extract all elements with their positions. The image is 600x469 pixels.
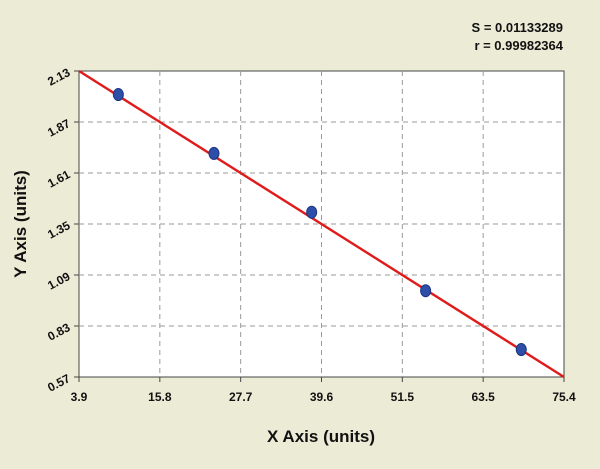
fit-line-group bbox=[78, 69, 565, 379]
y-axis-title: Y Axis (units) bbox=[11, 170, 30, 278]
data-point bbox=[208, 146, 220, 160]
stat-r: r = 0.99982364 bbox=[474, 38, 563, 53]
y-tick-label: 0.57 bbox=[45, 371, 72, 394]
data-point bbox=[420, 284, 432, 298]
x-tick-label: 75.4 bbox=[552, 390, 576, 404]
y-tick-label: 0.83 bbox=[45, 320, 72, 343]
y-tick-label: 1.35 bbox=[45, 218, 72, 241]
x-tick-label: 63.5 bbox=[471, 390, 495, 404]
x-tick-label: 27.7 bbox=[229, 390, 253, 404]
x-tick-label: 51.5 bbox=[391, 390, 415, 404]
fit-line bbox=[78, 69, 565, 379]
stat-s: S = 0.01133289 bbox=[472, 20, 563, 35]
x-axis-title: X Axis (units) bbox=[267, 427, 375, 446]
y-tick-label: 1.61 bbox=[45, 167, 72, 190]
y-tick-label: 1.87 bbox=[45, 116, 72, 139]
y-tick-label: 1.09 bbox=[45, 269, 72, 292]
x-tick-label: 3.9 bbox=[71, 390, 88, 404]
y-tick-label: 2.13 bbox=[45, 65, 72, 88]
points-group bbox=[112, 88, 527, 357]
data-point bbox=[112, 88, 124, 102]
data-point bbox=[515, 343, 527, 357]
x-tick-label: 15.8 bbox=[148, 390, 172, 404]
x-tick-label: 39.6 bbox=[310, 390, 334, 404]
data-point bbox=[306, 205, 318, 219]
